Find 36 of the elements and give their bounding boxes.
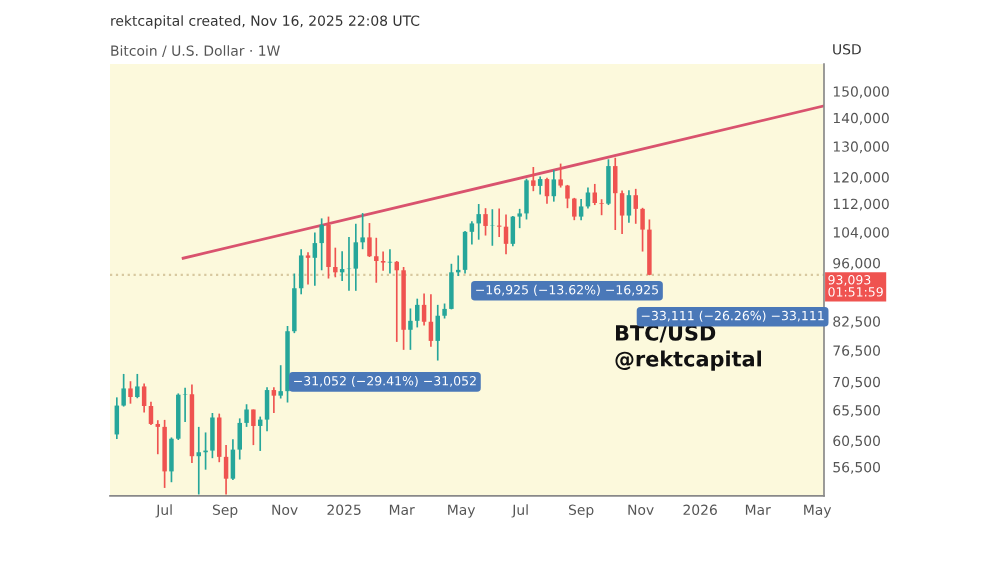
- candlestick: [613, 156, 618, 231]
- annotation: @rektcapital: [615, 350, 762, 371]
- candlestick: [408, 307, 413, 351]
- candlestick: [435, 304, 440, 362]
- candlestick: [271, 386, 277, 414]
- candlestick: [223, 444, 229, 496]
- candlestick: [606, 158, 611, 206]
- candlestick: [312, 231, 318, 287]
- candlestick: [449, 262, 454, 311]
- candlestick: [483, 207, 488, 237]
- candlestick: [128, 380, 133, 405]
- candlestick: [141, 382, 147, 414]
- candlestick: [305, 251, 311, 286]
- candlestick: [135, 373, 140, 400]
- candlestick: [251, 408, 256, 446]
- candlestick: [531, 166, 536, 193]
- annotation: BTC/USD: [616, 324, 716, 343]
- candlestick: [210, 412, 215, 460]
- candlestick: [374, 236, 379, 284]
- candlestick: [647, 218, 652, 277]
- candlestick: [626, 189, 632, 224]
- candlestick: [353, 222, 359, 292]
- candlestick: [476, 203, 481, 241]
- candlestick: [558, 162, 563, 189]
- candlestick: [551, 169, 557, 203]
- candlestick: [380, 250, 386, 272]
- candlestick: [326, 215, 331, 280]
- candlestick: [217, 412, 222, 464]
- candlestick: [633, 188, 638, 225]
- candlestick: [469, 220, 475, 246]
- candlestick: [387, 248, 393, 275]
- candlestick: [264, 386, 270, 433]
- candlestick: [524, 177, 529, 221]
- candlestick: [537, 175, 543, 196]
- candlestick: [578, 198, 584, 222]
- candlestick: [162, 419, 167, 489]
